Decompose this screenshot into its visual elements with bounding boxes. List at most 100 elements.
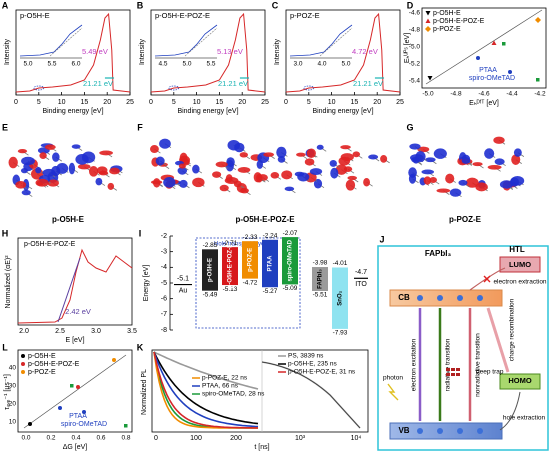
label: 5.49 eV (82, 47, 108, 56)
marker (58, 406, 62, 410)
orbital (296, 152, 306, 157)
value-label: -5.51 (313, 292, 328, 299)
panel-label: L (2, 342, 8, 352)
x-tick-label: 0.4 (71, 435, 80, 442)
value-label: -2.33 (243, 234, 258, 241)
orbital (461, 157, 471, 164)
band (499, 373, 541, 390)
molecule-name: p-O5H-E-POZ-E (235, 215, 295, 224)
orbital (511, 154, 521, 165)
orbital (415, 151, 426, 163)
orbital (340, 145, 351, 150)
hole (417, 428, 423, 434)
label: 21.21 eV (83, 79, 113, 88)
orbital (304, 158, 315, 166)
value-label: -2.07 (283, 230, 298, 237)
orbital (15, 181, 27, 189)
box (195, 237, 301, 329)
value-label: -5.09 (283, 285, 298, 292)
label: electron excitation (411, 338, 418, 391)
orbital (178, 163, 186, 169)
bar (202, 249, 218, 291)
fit-line (23, 354, 127, 429)
molecule-name: p-O5H-E (52, 215, 85, 224)
arrow (499, 391, 521, 431)
orbital (177, 166, 188, 175)
inset-tick-label: 4.0 (317, 61, 326, 68)
electron (457, 295, 463, 301)
marker (124, 424, 128, 428)
x-tick-label: 5 (37, 99, 41, 106)
trap (446, 368, 450, 371)
decay-curve (153, 351, 259, 428)
legend-entry: p-O5H-E (28, 353, 56, 360)
orbital (423, 176, 432, 185)
band (499, 256, 541, 273)
label: -4.7 (355, 269, 367, 276)
orbital (380, 154, 388, 163)
legend-marker (425, 11, 431, 16)
legend-entry: PTAA, 66 ns (202, 383, 239, 390)
trap (451, 368, 455, 371)
bar-name: SnO₂ (338, 290, 344, 305)
x-tick-label: 15 (351, 99, 359, 106)
orbital (347, 175, 358, 181)
orbital (458, 179, 468, 186)
frame (285, 9, 401, 96)
legend-marker (21, 354, 25, 358)
label: 5.13 eV (217, 47, 243, 56)
marker (476, 56, 480, 60)
panel-label: C (272, 0, 279, 10)
x-tick-label: 3.0 (91, 328, 101, 335)
value-label: -2.71 (223, 240, 238, 247)
orbital (284, 186, 295, 192)
x-tick-label: -4.8 (450, 91, 462, 98)
annotation: spiro-OMeTAD (61, 421, 107, 428)
marker (70, 384, 74, 388)
x-tick-label: 20 (373, 99, 381, 106)
label: ITO (355, 281, 367, 288)
y-tick-label: -7 (161, 311, 167, 318)
trap (456, 373, 460, 376)
band (389, 289, 503, 307)
curve (154, 24, 218, 57)
orbital (17, 148, 28, 154)
label: Au (179, 287, 188, 294)
y-tick-label: -5.4 (409, 78, 421, 85)
cross (483, 275, 491, 283)
y-tick-label: -3 (161, 249, 167, 256)
label: 21.21 eV (353, 79, 383, 88)
panel-label: K (137, 342, 144, 352)
x-tick-label: 5 (307, 99, 311, 106)
orbital (71, 144, 81, 149)
y-tick-label: -5.0 (409, 44, 421, 51)
orbital (484, 148, 495, 159)
electron (437, 295, 443, 301)
value-label: -5.49 (203, 291, 218, 298)
orbital (99, 150, 113, 156)
fit-line (425, 9, 543, 85)
legend-entry: p-O5H-E-POZ-E (433, 18, 485, 25)
label: VB (398, 426, 409, 435)
label: deep trap (476, 369, 504, 376)
label: nonradiative transition (475, 333, 482, 397)
orbital (21, 189, 31, 196)
molecule-name: p-POZ-E (449, 215, 482, 224)
legend-marker (425, 26, 431, 32)
value-label: -4.01 (333, 260, 348, 267)
orbital (21, 156, 35, 166)
fit-line (49, 27, 83, 57)
orbital (68, 162, 76, 175)
label: p-O5H-E-POZ-E (155, 11, 210, 20)
inset-tick-label: 5.0 (182, 61, 191, 68)
label: photon (383, 375, 403, 382)
label: HOMO (508, 376, 531, 385)
orbital (421, 169, 435, 175)
orbital (240, 187, 249, 194)
orbital (425, 157, 436, 163)
curve (150, 12, 266, 93)
bar-name: spiro-OMeTAD (288, 239, 294, 281)
panel-label: H (2, 228, 9, 238)
x-tick-label: 10³ (295, 435, 306, 442)
panel-label: F (137, 122, 143, 132)
